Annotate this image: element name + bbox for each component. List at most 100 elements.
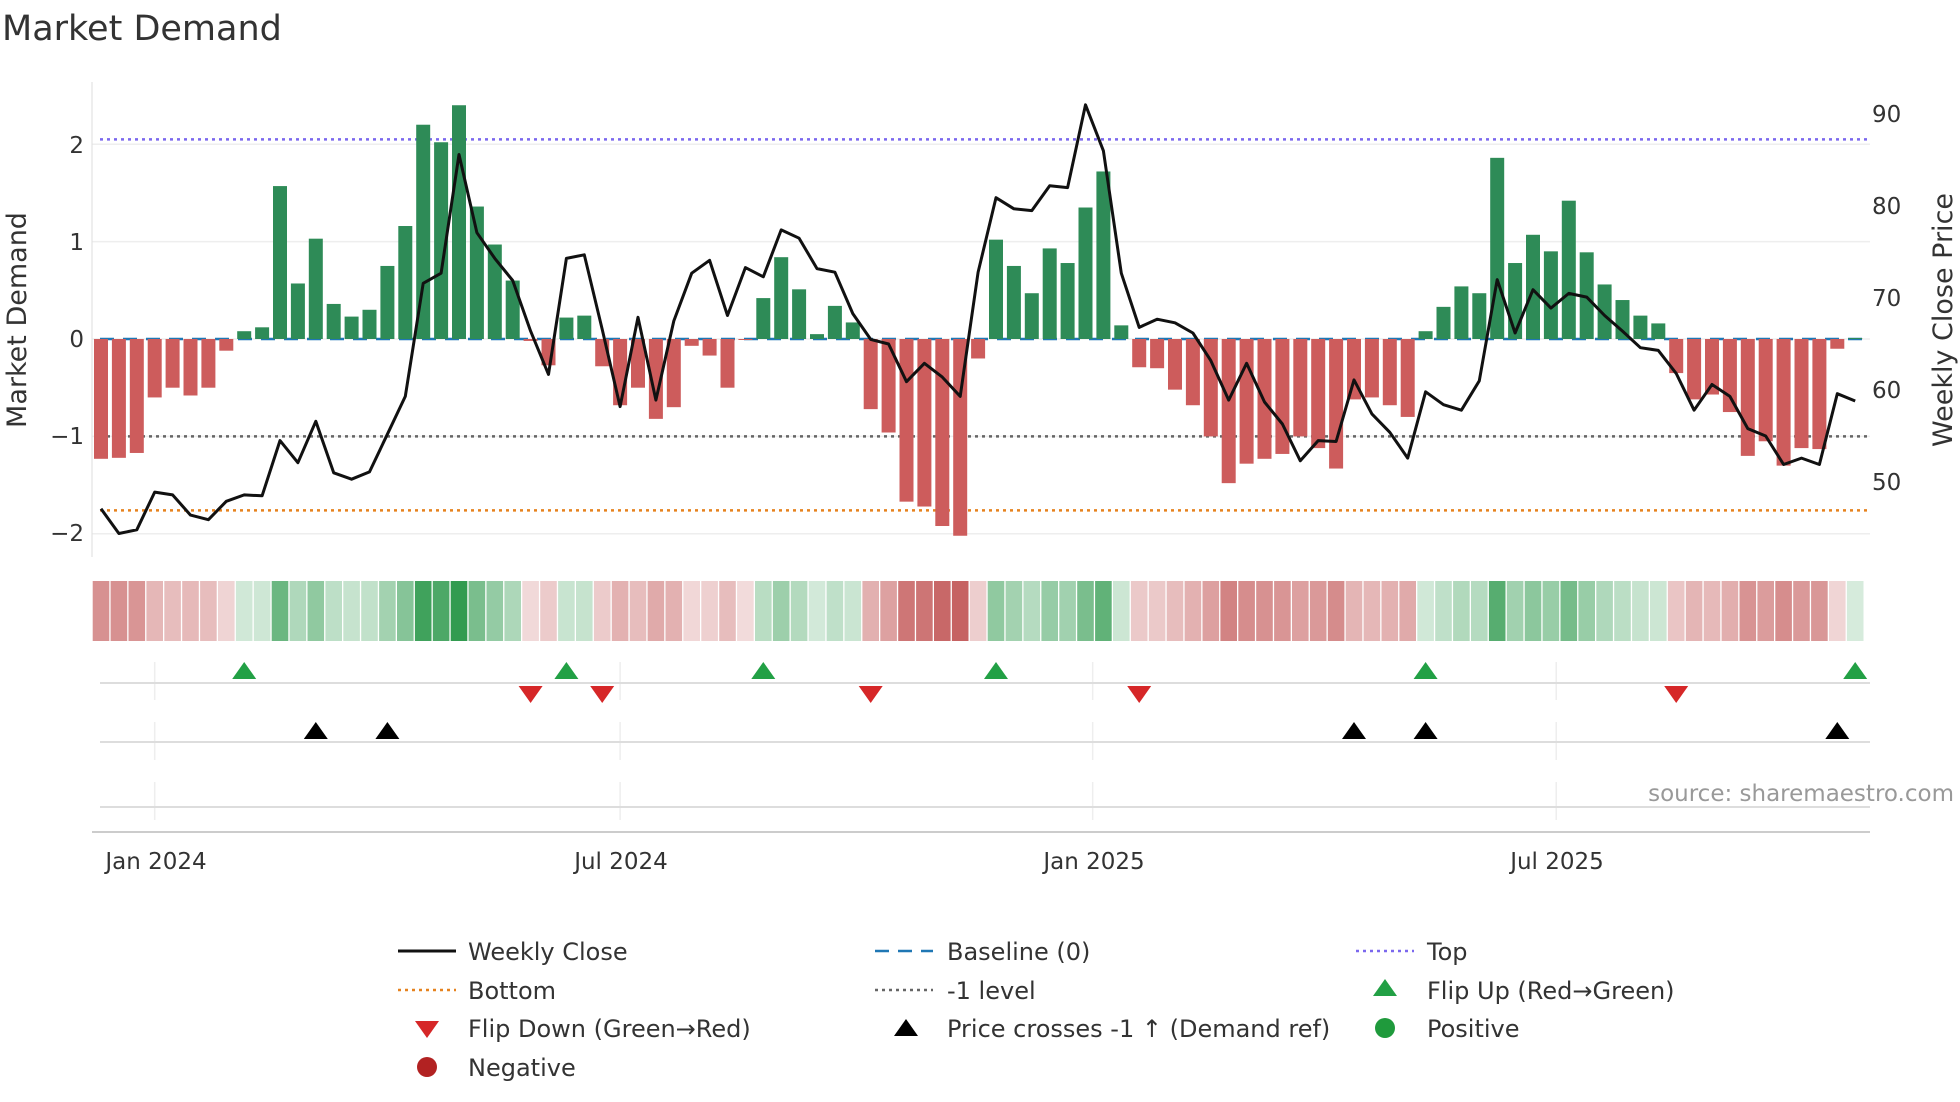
- demand-bar: [1651, 323, 1666, 339]
- heat-cell: [1148, 581, 1166, 641]
- heat-cell: [1667, 581, 1685, 641]
- legend-label: Flip Down (Green→Red): [468, 1015, 751, 1043]
- demand-bar: [183, 339, 198, 396]
- heat-cell: [1757, 581, 1774, 641]
- heat-cell: [146, 581, 163, 641]
- heat-cell: [1184, 581, 1202, 641]
- heat-cell: [611, 581, 629, 641]
- demand-bar: [380, 265, 395, 339]
- flip-up-marker: [1413, 662, 1438, 679]
- demand-bar: [111, 339, 126, 458]
- heat-cell: [1471, 581, 1488, 641]
- demand-bar: [362, 309, 377, 339]
- heat-cell: [1650, 581, 1667, 641]
- demand-bar: [1615, 300, 1630, 339]
- heat-cell: [504, 581, 521, 641]
- heat-cell: [1077, 581, 1094, 641]
- legend-label: Baseline (0): [947, 938, 1090, 966]
- demand-bar: [845, 322, 860, 339]
- demand-bar: [1203, 339, 1218, 437]
- demand-bar: [523, 339, 538, 341]
- heat-cell: [253, 581, 271, 641]
- heat-cell: [289, 581, 307, 641]
- heat-cell: [737, 581, 754, 641]
- heat-cell: [1417, 581, 1434, 641]
- demand-bar: [631, 339, 645, 388]
- heat-cell: [361, 581, 378, 641]
- demand-bar: [487, 244, 502, 339]
- demand-bar: [308, 238, 323, 339]
- heat-cell: [665, 581, 683, 641]
- heat-cell: [629, 581, 647, 641]
- demand-bar: [1418, 331, 1433, 339]
- demand-bar: [290, 283, 305, 339]
- flip-down-marker: [858, 686, 883, 703]
- heat-cell: [1811, 581, 1828, 641]
- heat-cell: [1202, 581, 1220, 641]
- demand-bar: [1633, 315, 1648, 339]
- demand-bar: [666, 339, 681, 408]
- chart-title: Market Demand: [2, 9, 282, 49]
- demand-bar: [720, 339, 735, 388]
- grid-lines: [92, 143, 1870, 820]
- demand-bars: [94, 105, 1863, 536]
- legend-label: -1 level: [947, 977, 1036, 1005]
- y-tick: 0: [69, 327, 84, 353]
- heat-cell: [218, 581, 235, 641]
- heat-cell: [772, 581, 790, 641]
- demand-bar: [756, 298, 771, 339]
- weekly-close-line: [99, 103, 1856, 535]
- heat-cell: [1632, 581, 1649, 641]
- flip-up-marker: [751, 662, 776, 679]
- y-axis-label: Market Demand: [2, 212, 33, 428]
- legend-label: Top: [1426, 938, 1468, 966]
- demand-bar: [1543, 251, 1558, 339]
- demand-bar: [1794, 339, 1809, 449]
- demand-bar: [1722, 339, 1737, 413]
- heat-cell: [790, 581, 808, 641]
- heat-cell: [1041, 581, 1058, 641]
- demand-bar: [971, 339, 986, 359]
- heat-cell: [110, 581, 128, 641]
- axes: 2 1 0 −1 −2 90 80 70 60 50 Jan 2024 Jul …: [2, 82, 1959, 875]
- legend-flip-down-icon: [415, 1021, 439, 1038]
- demand-bar: [810, 334, 824, 339]
- heat-cell: [182, 581, 199, 641]
- heat-cell: [1256, 581, 1273, 641]
- flip-up-marker: [232, 662, 257, 679]
- demand-bar: [94, 339, 108, 459]
- heat-cell: [307, 581, 325, 641]
- x-tick: Jul 2025: [1508, 849, 1604, 875]
- heat-cell: [593, 581, 611, 641]
- heat-cell: [558, 581, 575, 641]
- heat-cell: [719, 581, 736, 641]
- legend-label: Positive: [1427, 1015, 1520, 1043]
- demand-bar: [577, 315, 592, 339]
- heat-cell: [1560, 581, 1578, 641]
- heat-cell: [522, 581, 539, 641]
- heat-cell: [701, 581, 718, 641]
- heat-cell: [1220, 581, 1237, 641]
- demand-bar: [1830, 339, 1845, 349]
- demand-bar: [452, 105, 466, 340]
- heat-cell: [1309, 581, 1327, 641]
- heat-cell: [683, 581, 700, 641]
- heat-cell: [916, 581, 933, 641]
- demand-bar: [1096, 171, 1111, 339]
- demand-bar: [1329, 339, 1344, 469]
- demand-bar: [827, 305, 842, 339]
- x-tick: Jan 2024: [103, 849, 206, 875]
- demand-bar: [1758, 339, 1773, 442]
- demand-bar: [1705, 339, 1719, 395]
- demand-bar: [1311, 339, 1326, 449]
- flip-down-marker: [590, 686, 615, 703]
- flip-up-marker: [1843, 662, 1868, 679]
- demand-bar: [1132, 339, 1147, 368]
- heat-cell: [1739, 581, 1757, 641]
- heat-cell: [1542, 581, 1560, 641]
- demand-bar: [344, 316, 359, 339]
- heat-cell: [379, 581, 396, 641]
- demand-bar: [1436, 306, 1451, 339]
- heat-cell: [1023, 581, 1041, 641]
- demand-bar: [1561, 200, 1576, 339]
